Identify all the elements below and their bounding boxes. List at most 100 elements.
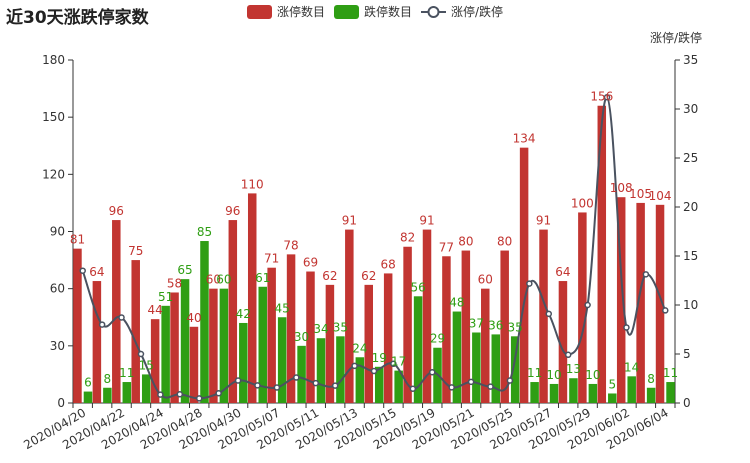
bar-fall[interactable] xyxy=(452,311,462,403)
bar-fall[interactable] xyxy=(608,393,617,403)
ratio-point[interactable] xyxy=(351,362,358,370)
bar-rise[interactable] xyxy=(616,197,626,403)
ratio-point[interactable] xyxy=(234,377,242,384)
legend-item[interactable]: 跌停数目 xyxy=(334,4,412,19)
bar-fall[interactable] xyxy=(569,378,578,403)
bar-fall[interactable] xyxy=(646,387,656,403)
ratio-point[interactable] xyxy=(603,93,611,101)
ratio-point[interactable] xyxy=(467,378,475,386)
bar-fall[interactable] xyxy=(375,366,384,403)
bar-fall[interactable] xyxy=(258,286,267,403)
legend-item[interactable]: 涨停数目 xyxy=(247,4,325,19)
bar-fall[interactable] xyxy=(336,336,345,403)
bar-rise[interactable] xyxy=(345,229,354,403)
bar-rise[interactable] xyxy=(383,273,393,403)
ratio-point[interactable] xyxy=(584,301,591,309)
bar-fall[interactable] xyxy=(394,370,403,403)
bar-fall[interactable] xyxy=(491,334,501,403)
ratio-point[interactable] xyxy=(79,267,86,274)
bar-fall[interactable] xyxy=(239,322,248,403)
bar-rise[interactable] xyxy=(325,284,335,403)
data-label-rise: 104 xyxy=(649,189,672,203)
data-label-fall: 35 xyxy=(333,320,348,334)
ratio-point[interactable] xyxy=(487,383,494,390)
ratio-point[interactable] xyxy=(137,350,145,358)
bar-fall[interactable] xyxy=(549,383,559,403)
bar-fall[interactable] xyxy=(83,391,93,403)
ratio-point[interactable] xyxy=(157,391,164,398)
ratio-point[interactable] xyxy=(370,367,378,375)
ratio-point[interactable] xyxy=(390,360,397,368)
bar-rise[interactable] xyxy=(558,281,568,403)
bar-rise[interactable] xyxy=(655,204,665,403)
bar-fall[interactable] xyxy=(297,345,306,403)
bar-fall[interactable] xyxy=(161,305,170,403)
ratio-point[interactable] xyxy=(623,324,630,331)
bar-fall[interactable] xyxy=(472,332,481,403)
bar-fall[interactable] xyxy=(103,387,112,403)
ratio-point[interactable] xyxy=(254,382,261,389)
bar-rise[interactable] xyxy=(636,202,645,403)
ratio-point[interactable] xyxy=(273,384,281,391)
ratio-point[interactable] xyxy=(545,310,553,318)
bar-rise[interactable] xyxy=(306,271,315,403)
bar-rise[interactable] xyxy=(267,267,276,403)
ratio-point[interactable] xyxy=(506,377,514,384)
bar-rise[interactable] xyxy=(364,284,374,403)
bar-rise[interactable] xyxy=(170,292,179,403)
bar-rise[interactable] xyxy=(578,212,587,403)
bar-fall[interactable] xyxy=(219,288,229,403)
ratio-point[interactable] xyxy=(409,385,417,392)
data-label-fall: 8 xyxy=(647,372,655,386)
ratio-point[interactable] xyxy=(195,395,203,402)
bar-fall[interactable] xyxy=(141,374,151,403)
bar-rise[interactable] xyxy=(500,250,509,403)
bar-rise[interactable] xyxy=(597,105,607,403)
bar-fall[interactable] xyxy=(277,317,287,403)
bar-fall[interactable] xyxy=(627,376,636,403)
bar-rise[interactable] xyxy=(481,288,490,403)
bar-fall[interactable] xyxy=(530,382,539,403)
ratio-point[interactable] xyxy=(642,271,650,278)
bar-rise[interactable] xyxy=(539,229,548,403)
ratio-point[interactable] xyxy=(448,384,455,391)
ratio-point[interactable] xyxy=(118,314,125,321)
bar-rise[interactable] xyxy=(247,193,257,403)
bar-rise[interactable] xyxy=(131,260,140,403)
bar-rise[interactable] xyxy=(286,254,296,403)
bar-rise[interactable] xyxy=(189,326,199,403)
bar-rise[interactable] xyxy=(73,248,82,403)
bar-fall[interactable] xyxy=(355,357,365,403)
ratio-point[interactable] xyxy=(429,368,436,376)
bar-fall[interactable] xyxy=(122,382,132,403)
bar-rise[interactable] xyxy=(92,281,102,403)
legend-item[interactable]: 涨停/跌停 xyxy=(421,4,503,19)
bar-rise[interactable] xyxy=(209,288,218,403)
ratio-point[interactable] xyxy=(331,382,339,389)
ratio-point[interactable] xyxy=(526,280,533,287)
ratio-point[interactable] xyxy=(293,374,300,381)
bar-fall[interactable] xyxy=(316,338,326,403)
bar-fall[interactable] xyxy=(588,383,598,403)
ratio-point[interactable] xyxy=(98,321,106,328)
bar-fall[interactable] xyxy=(510,336,520,403)
bar-rise[interactable] xyxy=(442,256,451,403)
bar-rise[interactable] xyxy=(422,229,432,403)
ratio-point[interactable] xyxy=(176,391,184,398)
ratio-point[interactable] xyxy=(564,351,572,359)
bar-rise[interactable] xyxy=(228,220,238,403)
bar-fall[interactable] xyxy=(666,382,675,403)
bars-layer xyxy=(73,105,675,403)
ratio-point[interactable] xyxy=(312,379,319,387)
ratio-point[interactable] xyxy=(662,307,669,314)
bar-rise[interactable] xyxy=(112,220,121,403)
bar-rise[interactable] xyxy=(519,147,529,403)
ratio-point[interactable] xyxy=(215,389,222,397)
bar-fall[interactable] xyxy=(180,279,190,403)
bar-rise[interactable] xyxy=(403,246,412,403)
bar-rise[interactable] xyxy=(150,319,160,403)
legend[interactable]: 涨停数目 跌停数目 涨停/跌停 xyxy=(247,4,503,19)
bar-rise[interactable] xyxy=(461,250,471,403)
bar-fall[interactable] xyxy=(200,241,209,403)
bar-fall[interactable] xyxy=(413,296,423,403)
